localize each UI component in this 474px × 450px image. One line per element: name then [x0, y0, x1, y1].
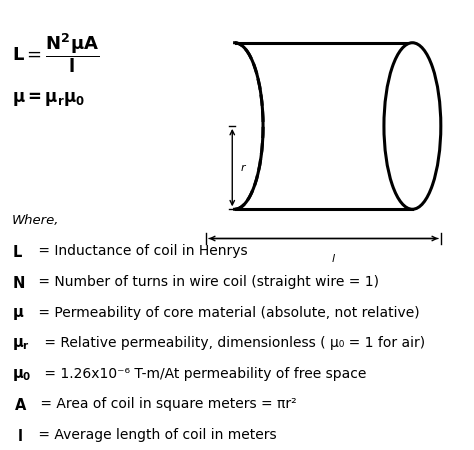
Text: = Average length of coil in meters: = Average length of coil in meters — [34, 428, 277, 442]
Text: $\mathbf{\mu_r}$: $\mathbf{\mu_r}$ — [12, 336, 30, 352]
Bar — [235, 43, 412, 209]
Text: $\mathbf{\mu}$: $\mathbf{\mu}$ — [12, 306, 24, 322]
Text: $\mathbf{\mu_0}$: $\mathbf{\mu_0}$ — [12, 367, 31, 383]
Text: = Inductance of coil in Henrys: = Inductance of coil in Henrys — [34, 244, 248, 258]
Text: = 1.26x10⁻⁶ T-m/At permeability of free space: = 1.26x10⁻⁶ T-m/At permeability of free … — [40, 367, 367, 381]
Text: = Area of coil in square meters = πr²: = Area of coil in square meters = πr² — [36, 397, 296, 411]
Text: $\mathbf{N}$: $\mathbf{N}$ — [12, 275, 25, 291]
Text: = Permeability of core material (absolute, not relative): = Permeability of core material (absolut… — [34, 306, 420, 320]
Text: $\mathbf{\mu = \mu_r\mu_0}$: $\mathbf{\mu = \mu_r\mu_0}$ — [12, 90, 85, 108]
Ellipse shape — [384, 43, 441, 209]
Text: l: l — [331, 254, 335, 264]
Text: $\mathbf{A}$: $\mathbf{A}$ — [14, 397, 27, 414]
Text: $\mathbf{l}$: $\mathbf{l}$ — [17, 428, 22, 444]
Text: r: r — [241, 162, 246, 173]
Text: Where,: Where, — [12, 214, 59, 227]
Text: $\mathbf{L}$: $\mathbf{L}$ — [12, 244, 23, 261]
Text: $\mathbf{L} = \dfrac{\mathbf{N^2\mu A}}{\mathbf{l}}$: $\mathbf{L} = \dfrac{\mathbf{N^2\mu A}}{… — [12, 32, 99, 75]
Text: = Relative permeability, dimensionless ( μ₀ = 1 for air): = Relative permeability, dimensionless (… — [40, 336, 426, 350]
Text: = Number of turns in wire coil (straight wire = 1): = Number of turns in wire coil (straight… — [34, 275, 379, 289]
Bar — [204, 40, 235, 212]
